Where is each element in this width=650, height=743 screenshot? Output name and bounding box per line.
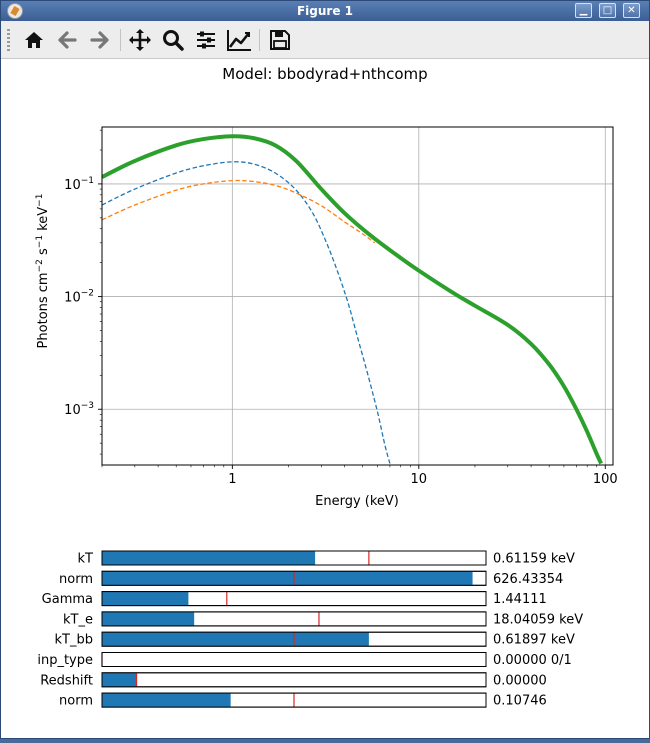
slider-value: 0.00000 <box>493 673 547 688</box>
slider-label: norm <box>59 572 93 587</box>
floppy-disk-icon <box>270 30 290 50</box>
home-icon <box>25 32 43 48</box>
slider-value: 0.61159 keV <box>493 552 575 567</box>
slider-value: 1.44111 <box>493 592 547 607</box>
total-model-line <box>102 134 603 465</box>
slider-label: kT <box>78 552 94 567</box>
slider-value: 0.61897 keV <box>493 633 575 648</box>
x-tick-label: 1 <box>228 472 236 487</box>
figure-canvas[interactable]: Model: bbodyrad+nthcomp 1 10 100 10−1 10−2 10… <box>1 59 649 738</box>
configure-subplots-button[interactable] <box>192 26 220 54</box>
slider-border <box>101 550 487 566</box>
x-tick-label: 100 <box>593 472 618 487</box>
toolbar-separator <box>259 29 260 51</box>
spectrum-axes[interactable]: 1 10 100 10−1 10−2 10−3 <box>64 126 618 487</box>
x-axis-label: Energy (keV) <box>315 494 399 509</box>
figure-svg[interactable]: Model: bbodyrad+nthcomp 1 10 100 10−1 10−2 10… <box>1 59 649 738</box>
slider-value: 0.00000 0/1 <box>493 653 572 668</box>
home-button[interactable] <box>20 26 48 54</box>
y-tick-label: 10−1 <box>64 176 94 193</box>
arrow-right-icon <box>90 31 109 49</box>
plot-area[interactable] <box>102 127 613 465</box>
slider-value: 626.43354 <box>493 572 563 587</box>
axes-frame <box>101 126 614 466</box>
x-tick-label: 10 <box>411 472 428 487</box>
component-model-line <box>102 179 376 244</box>
slider-fill[interactable] <box>102 632 369 647</box>
y-axis-label: Photons cm−2 s−1 keV−1 <box>35 194 51 349</box>
slider-border <box>101 570 487 586</box>
line-chart-icon <box>227 30 251 51</box>
zoom-button[interactable] <box>159 26 187 54</box>
window-title: Figure 1 <box>296 4 354 18</box>
slider-label: inp_type <box>37 653 93 668</box>
parameter-sliders: kT 0.61159 keV norm 626.43354 Gamma 1.44111 kT… <box>37 550 583 709</box>
navigation-toolbar <box>1 21 649 59</box>
magnifier-icon <box>163 30 184 51</box>
slider-label: kT_e <box>63 612 93 627</box>
slider-label: norm <box>59 694 93 709</box>
slider-row-kt_bb[interactable]: kT_bb 0.61897 keV <box>55 631 575 648</box>
slider-label: Redshift <box>40 673 93 688</box>
edit-axis-button[interactable] <box>225 26 253 54</box>
maximize-icon[interactable]: □ <box>599 3 616 18</box>
slider-border <box>101 631 487 647</box>
forward-button[interactable] <box>86 26 114 54</box>
close-icon[interactable]: ✕ <box>623 3 640 18</box>
minimize-icon[interactable]: ▁ <box>575 3 592 18</box>
slider-fill[interactable] <box>102 571 473 586</box>
move-icon <box>129 29 151 51</box>
slider-fill[interactable] <box>102 591 189 606</box>
slider-label: Gamma <box>42 592 93 607</box>
back-button[interactable] <box>53 26 81 54</box>
slider-fill[interactable] <box>102 672 137 687</box>
app-icon <box>7 3 23 19</box>
y-tick-label: 10−2 <box>64 289 94 306</box>
slider-row-norm[interactable]: norm 626.43354 <box>59 570 563 587</box>
slider-border <box>101 672 487 688</box>
save-button[interactable] <box>266 26 294 54</box>
slider-fill[interactable] <box>102 693 231 708</box>
slider-row-kt[interactable]: kT 0.61159 keV <box>78 550 575 567</box>
sliders-icon <box>197 31 215 49</box>
slider-border <box>101 692 487 708</box>
slider-value: 18.04059 keV <box>493 612 583 627</box>
slider-row-gamma[interactable]: Gamma 1.44111 <box>42 591 547 608</box>
slider-fill[interactable] <box>102 551 316 565</box>
slider-fill[interactable] <box>102 611 195 626</box>
slider-value: 0.10746 <box>493 694 547 709</box>
slider-track[interactable] <box>101 652 487 667</box>
toolbar-grip[interactable] <box>7 29 10 51</box>
toolbar-separator <box>120 29 121 51</box>
y-tick-label: 10−3 <box>64 401 94 418</box>
slider-track[interactable] <box>101 672 487 688</box>
slider-row-inp_type[interactable]: inp_type 0.00000 0/1 <box>37 652 572 669</box>
slider-row-kt_e[interactable]: kT_e 18.04059 keV <box>63 611 583 628</box>
pan-button[interactable] <box>126 26 154 54</box>
slider-border <box>101 652 487 667</box>
component-model-line <box>102 161 391 464</box>
slider-row-redshift[interactable]: Redshift 0.00000 <box>40 672 547 689</box>
slider-label: kT_bb <box>55 633 93 648</box>
title-bar[interactable]: Figure 1 ▁ □ ✕ <box>1 1 649 21</box>
arrow-left-icon <box>58 31 77 49</box>
plot-title: Model: bbodyrad+nthcomp <box>222 65 427 83</box>
slider-row-norm[interactable]: norm 0.10746 <box>59 692 547 709</box>
slider-border <box>101 611 487 627</box>
slider-border <box>101 591 487 607</box>
